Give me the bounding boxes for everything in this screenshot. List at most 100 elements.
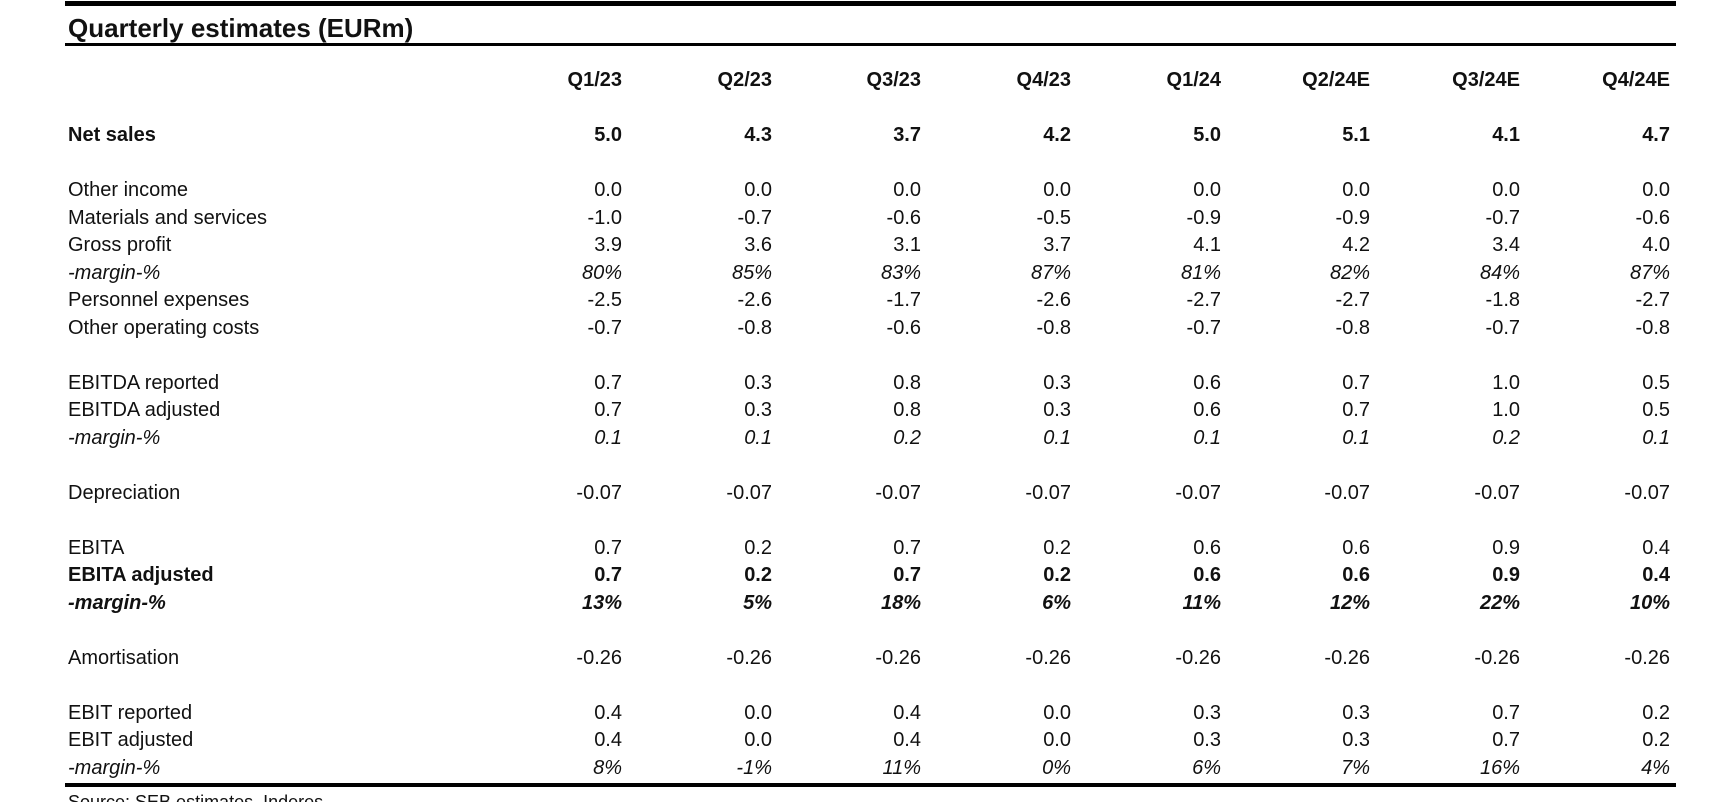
cell-value: -1% [736, 756, 772, 779]
cell-value: 4.1 [1193, 234, 1221, 256]
cell-value: 22% [1479, 591, 1520, 614]
column-header: Q3/23 [866, 69, 921, 91]
cell-value: -0.6 [886, 316, 921, 339]
cell-value: 81% [1180, 261, 1221, 284]
cell-value: -0.9 [1335, 206, 1370, 229]
row-label: EBITDA reported [68, 371, 220, 394]
cell-value: -0.26 [1624, 646, 1670, 669]
cell-value: 0.9 [1492, 564, 1520, 586]
cell-value: -1.0 [587, 206, 622, 229]
cell-value: 0.7 [893, 564, 921, 586]
cell-value: 12% [1329, 591, 1370, 614]
cell-value: 0.3 [1193, 701, 1221, 724]
cell-value: 3.7 [893, 124, 921, 146]
cell-value: 6% [1042, 591, 1071, 614]
cell-value: 0.1 [1342, 426, 1370, 449]
cell-value: 0.1 [1193, 426, 1221, 449]
cell-value: 3.6 [744, 234, 772, 256]
cell-value: 0.7 [1492, 729, 1520, 751]
cell-value: 4.3 [744, 124, 772, 146]
cell-value: -0.26 [1324, 646, 1370, 669]
cell-value: 0.1 [594, 426, 622, 449]
cell-value: 0.3 [1342, 729, 1370, 751]
cell-value: 0.0 [1492, 179, 1520, 201]
cell-value: 11% [1182, 591, 1221, 614]
row-label: EBITA [68, 536, 125, 559]
cell-value: -0.7 [1186, 316, 1221, 339]
cell-value: -0.07 [1025, 481, 1071, 504]
cell-value: -0.8 [1036, 316, 1071, 339]
cell-value: 0.4 [1642, 564, 1670, 586]
cell-value: -1.7 [886, 289, 921, 311]
cell-value: 10% [1629, 591, 1670, 614]
cell-value: 0.0 [1043, 701, 1071, 724]
cell-value: 0.3 [744, 371, 772, 394]
cell-value: -0.9 [1186, 206, 1221, 229]
row-label: Net sales [68, 124, 156, 146]
cell-value: 1.0 [1492, 399, 1520, 421]
cell-value: -2.6 [737, 289, 772, 311]
cell-value: -0.7 [1485, 316, 1520, 339]
cell-value: 7% [1341, 756, 1370, 779]
cell-value: -0.7 [1485, 206, 1520, 229]
cell-value: 11% [882, 756, 921, 779]
cell-value: -0.07 [726, 481, 772, 504]
cell-value: -0.7 [737, 206, 772, 229]
cell-value: 0.0 [744, 729, 772, 751]
cell-value: 0.2 [1642, 729, 1670, 751]
column-header: Q1/24 [1166, 69, 1221, 91]
cell-value: 0.6 [1193, 399, 1221, 421]
cell-value: 0.5 [1642, 399, 1670, 421]
cell-value: 5.0 [594, 124, 622, 146]
cell-value: 3.1 [893, 234, 921, 256]
column-header: Q3/24E [1452, 69, 1520, 91]
cell-value: 0.6 [1193, 371, 1221, 394]
cell-value: 0.6 [1342, 564, 1370, 586]
source-note: Source: SEB estimates, Inderes [68, 792, 324, 802]
cell-value: 3.9 [594, 234, 622, 256]
cell-value: 3.7 [1043, 234, 1071, 256]
cell-value: 0.7 [1492, 701, 1520, 724]
cell-value: 82% [1329, 261, 1370, 284]
cell-value: 0.0 [1342, 179, 1370, 201]
cell-value: 4% [1641, 756, 1670, 779]
row-label: Other income [68, 179, 189, 201]
cell-value: 0.2 [744, 536, 772, 559]
cell-value: 8% [593, 756, 622, 779]
cell-value: 0.0 [744, 179, 772, 201]
row-label: -margin-% [68, 261, 161, 284]
cell-value: 0.7 [594, 399, 622, 421]
cell-value: -0.07 [1474, 481, 1520, 504]
row-label: EBIT adjusted [68, 729, 194, 751]
row-label: -margin-% [68, 426, 161, 449]
row-label: -margin-% [68, 756, 161, 779]
bottom-rule [65, 783, 1676, 787]
cell-value: 0.8 [893, 399, 921, 421]
cell-value: 84% [1479, 261, 1520, 284]
cell-value: 0.7 [1342, 399, 1370, 421]
title-rule [65, 43, 1676, 46]
cell-value: 0.3 [1193, 729, 1221, 751]
cell-value: 0.0 [1043, 179, 1071, 201]
cell-value: 0.2 [1043, 564, 1071, 586]
cell-value: 6% [1192, 756, 1221, 779]
cell-value: 0.0 [1043, 729, 1071, 751]
cell-value: 0.3 [1043, 399, 1071, 421]
cell-value: 0% [1042, 756, 1071, 779]
cell-value: 4.2 [1043, 124, 1071, 146]
cell-value: 4.1 [1492, 124, 1520, 146]
cell-value: 0.4 [893, 729, 921, 751]
cell-value: 16% [1479, 756, 1520, 779]
cell-value: -0.26 [1025, 646, 1071, 669]
cell-value: 0.6 [1193, 536, 1221, 559]
cell-value: -0.5 [1036, 206, 1071, 229]
cell-value: 0.1 [744, 426, 772, 449]
column-header: Q4/23 [1016, 69, 1071, 91]
cell-value: 0.7 [1342, 371, 1370, 394]
cell-value: 5.1 [1342, 124, 1370, 146]
cell-value: 87% [1030, 261, 1071, 284]
row-label: Gross profit [68, 234, 172, 256]
cell-value: 0.2 [1043, 536, 1071, 559]
cell-value: 0.2 [1642, 701, 1670, 724]
